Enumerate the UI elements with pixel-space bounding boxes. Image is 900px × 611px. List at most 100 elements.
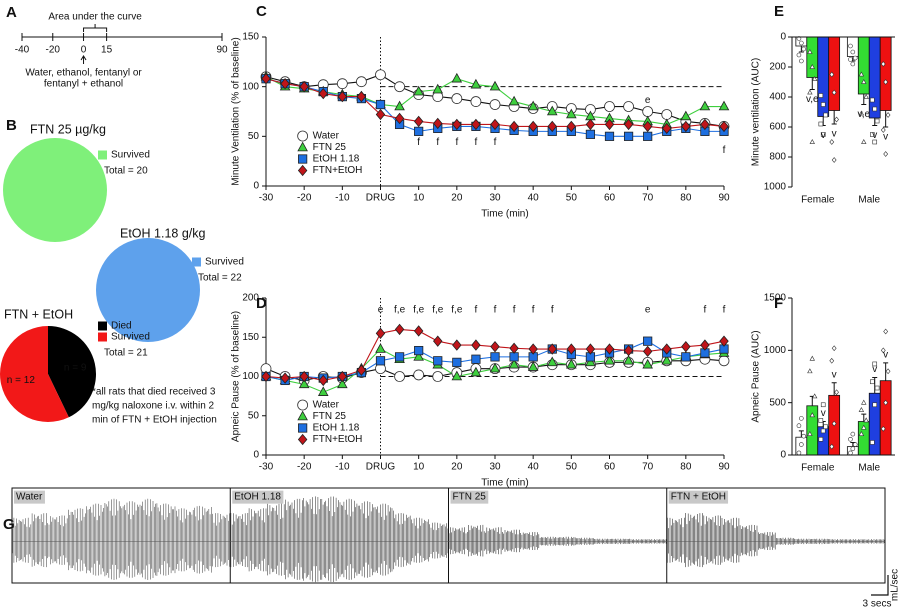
marker xyxy=(433,335,443,347)
trace-waveform xyxy=(66,508,85,572)
annotation: f,e xyxy=(394,304,406,315)
marker xyxy=(870,132,875,137)
marker xyxy=(700,339,710,351)
annotation: fentanyl + ethanol xyxy=(44,79,123,90)
marker xyxy=(858,406,865,412)
scale-x-label: 3 secs xyxy=(863,599,892,610)
x-tick-label: -40 xyxy=(15,45,30,56)
marker xyxy=(528,343,538,355)
error-bar xyxy=(883,110,889,128)
marker xyxy=(661,354,673,365)
trace-waveform xyxy=(48,515,67,565)
trace-waveform xyxy=(194,505,212,574)
legend-swatch xyxy=(192,257,201,267)
marker xyxy=(566,120,577,133)
marker xyxy=(834,389,839,396)
marker xyxy=(642,358,653,369)
footnote: mg/kg naloxone i.v. within 2 xyxy=(92,401,215,412)
annotation: f,e xyxy=(432,304,444,315)
trace-waveform xyxy=(667,517,685,563)
x-axis-label: Time (min) xyxy=(481,478,528,489)
marker xyxy=(861,138,867,144)
marker xyxy=(831,89,837,96)
trace-waveform xyxy=(176,508,194,572)
trace-waveform xyxy=(394,513,412,568)
trace-waveform xyxy=(357,501,376,578)
trace-waveform xyxy=(339,498,358,580)
marker xyxy=(662,343,672,355)
marker xyxy=(413,325,424,337)
x-tick-label: 80 xyxy=(680,193,692,204)
scale-y-label: mL/sec xyxy=(890,569,900,601)
error-bar xyxy=(872,118,878,126)
x-tick-label: 90 xyxy=(718,462,730,473)
marker xyxy=(858,431,865,436)
error-bar xyxy=(798,430,804,438)
marker xyxy=(848,436,853,442)
significance-label: v,e xyxy=(806,94,819,105)
marker xyxy=(394,81,405,93)
scale-bar xyxy=(871,575,889,596)
trace-waveform xyxy=(303,496,321,583)
trace-waveform xyxy=(503,529,521,553)
legend-label: Survived xyxy=(205,257,244,268)
marker xyxy=(508,95,520,106)
marker xyxy=(451,93,463,104)
annotation: f xyxy=(704,304,707,315)
footnote: min of FTN + EtOH injection xyxy=(92,415,217,426)
x-tick-label: Female xyxy=(801,463,835,474)
trace-waveform xyxy=(103,498,121,580)
x-axis-label: Time (min) xyxy=(481,209,528,220)
x-tick-label: 60 xyxy=(604,462,616,473)
marker xyxy=(297,433,308,446)
marker xyxy=(848,43,853,49)
marker xyxy=(870,379,875,385)
marker xyxy=(566,343,577,355)
legend-label: Survived xyxy=(111,332,150,343)
marker xyxy=(799,416,804,421)
pie-title: FTN + EtOH xyxy=(4,307,73,321)
marker xyxy=(280,372,290,384)
legend-label: EtOH 1.18 xyxy=(313,154,360,165)
marker xyxy=(818,121,824,127)
panel-letter: G xyxy=(3,516,15,533)
annotation: f xyxy=(455,137,458,148)
marker xyxy=(414,345,424,356)
trace-waveform xyxy=(230,513,249,568)
annotation: f,e xyxy=(451,304,463,315)
x-tick-label: Male xyxy=(858,463,880,474)
segment-label-bg xyxy=(450,490,489,504)
marker xyxy=(261,370,271,383)
marker xyxy=(823,424,828,430)
error-bar xyxy=(861,94,867,105)
marker xyxy=(489,80,501,91)
marker xyxy=(490,341,500,353)
marker xyxy=(880,61,886,67)
marker xyxy=(547,120,557,133)
marker xyxy=(823,112,828,118)
x-tick-label: 30 xyxy=(489,462,501,473)
marker xyxy=(699,100,711,111)
significance-label: v xyxy=(883,132,888,143)
marker xyxy=(508,358,520,369)
x-tick-label: 70 xyxy=(642,193,654,204)
marker xyxy=(413,369,425,381)
total-label: Total = 21 xyxy=(104,348,148,359)
marker xyxy=(451,370,463,381)
x-tick-label: 60 xyxy=(604,193,616,204)
x-tick-label: 10 xyxy=(413,462,425,473)
segment-label: EtOH 1.18 xyxy=(234,492,281,503)
x-tick-label: 40 xyxy=(528,462,540,473)
x-tick-label: 40 xyxy=(528,193,540,204)
error-bar xyxy=(809,77,815,90)
legend-label: FTN+EtOH xyxy=(313,434,363,445)
marker xyxy=(809,63,815,69)
x-tick-label: -20 xyxy=(46,45,61,56)
marker xyxy=(796,450,802,456)
marker xyxy=(394,323,405,336)
x-tick-label: -10 xyxy=(335,193,350,204)
marker xyxy=(718,100,730,111)
marker xyxy=(490,118,500,131)
y-tick-label: 1000 xyxy=(764,182,787,193)
marker xyxy=(848,450,853,456)
